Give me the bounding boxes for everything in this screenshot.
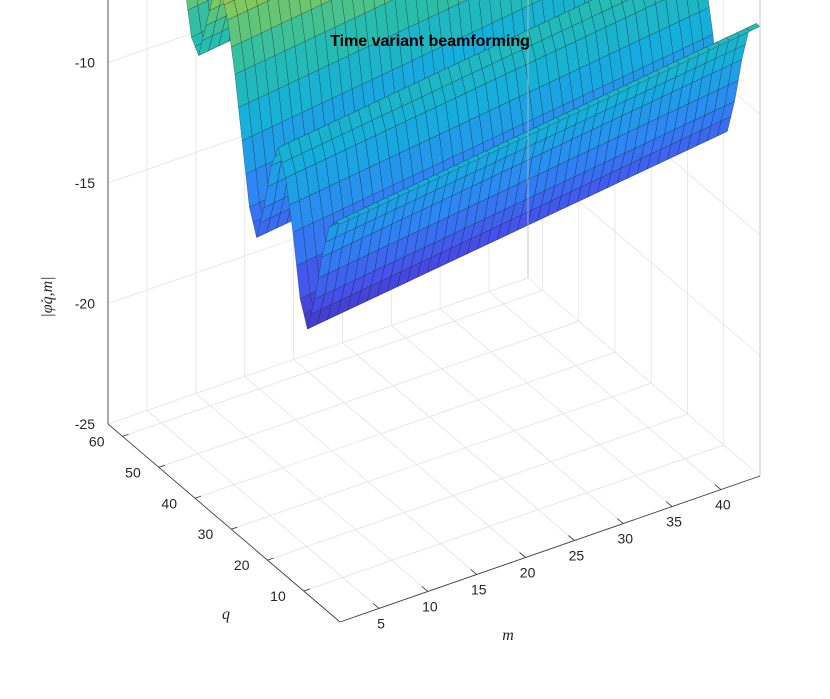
y-tick-label: 60 xyxy=(89,433,105,449)
x-axis-label: m xyxy=(502,627,514,644)
y-tick-label: 10 xyxy=(270,588,286,604)
x-tick-label: 25 xyxy=(569,548,585,564)
z-tick-label: -10 xyxy=(75,55,95,71)
x-tick-label: 10 xyxy=(422,598,438,614)
z-tick-label: -15 xyxy=(75,175,95,191)
z-axis-label: |φ̇q,m| xyxy=(39,276,56,317)
x-tick-label: 5 xyxy=(377,615,385,631)
z-tick-label: -20 xyxy=(75,296,95,312)
y-tick-label: 30 xyxy=(198,526,214,542)
x-tick-label: 30 xyxy=(617,531,633,547)
x-tick-label: 15 xyxy=(471,581,487,597)
surface-patch xyxy=(209,0,222,11)
z-tick-label: -25 xyxy=(75,416,95,432)
x-tick-label: 35 xyxy=(666,514,682,530)
x-tick-label: 20 xyxy=(520,564,536,580)
chart-title: Time variant beamforming xyxy=(330,33,530,50)
x-tick-label: 40 xyxy=(715,497,731,513)
axes-frame xyxy=(107,0,761,623)
surface-mesh xyxy=(186,0,761,330)
y-tick-label: 50 xyxy=(125,464,141,480)
surface-patch xyxy=(336,216,351,225)
y-tick-label: 20 xyxy=(234,557,250,573)
y-axis-label: q xyxy=(222,606,230,623)
tick-labels: 5101520253035401020304050600-5-10-15-20-… xyxy=(75,55,731,632)
y-tick-label: 40 xyxy=(161,495,177,511)
